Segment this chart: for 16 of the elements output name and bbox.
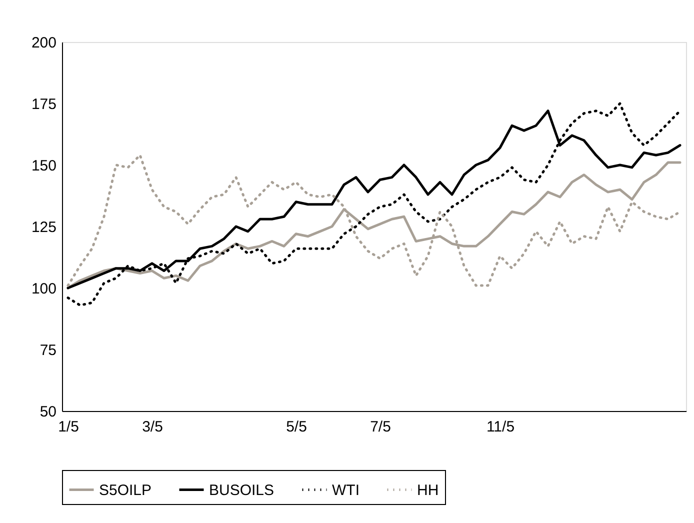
legend-label: BUSOILS: [209, 482, 274, 499]
legend-label: HH: [417, 482, 439, 499]
y-tick-label: 200: [31, 34, 56, 52]
y-tick-label: 175: [31, 96, 56, 113]
x-tick-label: 3/5: [142, 418, 163, 436]
y-tick-label: 125: [31, 219, 56, 236]
legend-label: WTI: [332, 482, 360, 499]
y-tick-label: 100: [31, 280, 56, 298]
y-tick-label: 150: [31, 158, 56, 174]
y-tick-label: 50: [40, 404, 56, 420]
x-tick-label: 5/5: [286, 418, 307, 436]
legend-label: S5OILP: [99, 482, 152, 499]
x-tick-label: 1/5: [58, 418, 79, 436]
y-tick-label: 75: [40, 342, 56, 359]
x-tick-label: 7/5: [370, 418, 391, 436]
x-tick-label: 11/5: [486, 418, 515, 436]
